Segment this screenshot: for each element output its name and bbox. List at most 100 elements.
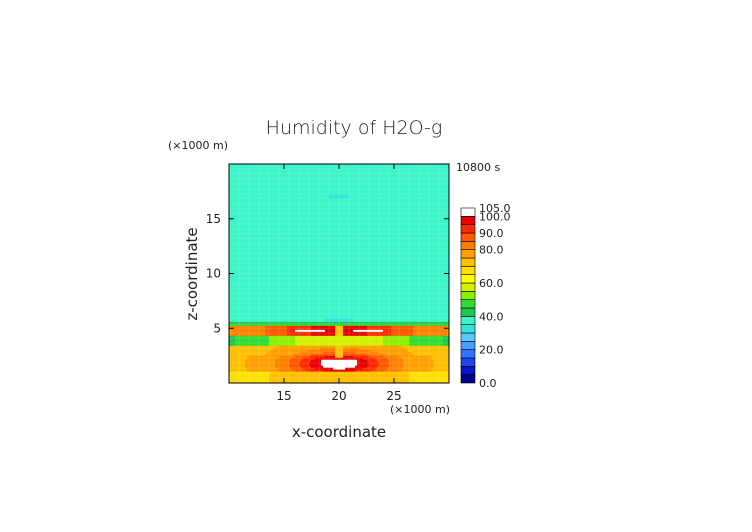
field-cell [229,353,266,356]
field-cell [229,235,449,239]
field-cell [269,373,410,376]
field-cell [229,191,449,195]
field-cell [229,355,248,358]
field-cell [229,271,449,275]
field-cell [229,267,449,271]
field-cell [391,333,414,336]
field-cell [403,365,434,368]
colorbar-tick-label: 40.0 [479,310,504,323]
field-cell [229,351,268,354]
field-cell [367,359,378,362]
field-cell [387,367,402,370]
field-cell [391,325,414,328]
field-cell [235,335,270,338]
field-cell [405,347,449,350]
field-cell [383,341,410,344]
field-cell [363,357,376,360]
field-cell [229,173,449,177]
field-cell [409,375,449,378]
field-cell [265,333,288,336]
field-cell [311,325,336,328]
field-cell [229,377,270,380]
field-cell [229,195,330,199]
field-cell [229,319,326,322]
field-cell [409,377,449,380]
field-cell [343,349,372,352]
field-cell [235,337,270,340]
field-cell [295,337,384,340]
field-cell [229,231,449,235]
field-cell [311,331,336,334]
field-cell [229,187,449,191]
field-cell [431,367,449,370]
field-cell [275,361,290,364]
field-cell [343,331,368,334]
field-cell [431,355,449,358]
field-cell [229,223,449,227]
field-cell [265,325,288,328]
field-cell [229,343,236,346]
colorbar-swatch [460,257,476,267]
field-cell [355,365,368,368]
field-cell [411,351,449,354]
field-cell [299,361,310,364]
field-cell [443,337,449,340]
colorbar-tick-label: 0.0 [479,377,497,390]
field-cell [229,189,449,193]
field-cell [293,353,312,356]
field-cell [287,329,296,332]
field-cell [295,339,384,342]
chart-title: Humidity of H2O-g [266,117,443,139]
field-cell [355,369,372,372]
x-tick-label: 15 [276,389,291,403]
field-cell [229,239,449,243]
colorbar-swatch [460,216,476,225]
y-axis-label: z-coordinate [183,227,201,320]
field-cell [229,359,246,362]
field-cell [367,365,378,368]
field-cell [275,365,290,368]
field-cell [401,369,432,372]
field-cell [229,205,449,209]
field-cell [375,367,388,370]
field-cell [443,339,449,342]
field-cell [229,241,449,245]
field-cell [229,199,449,203]
field-cell [335,355,344,358]
field-cell [311,359,322,362]
field-cell [277,367,292,370]
field-cell [275,363,290,366]
colorbar-swatch [460,341,476,350]
field-cell [343,333,368,336]
field-cell [229,295,449,298]
field-cell [287,327,312,330]
field-cell [367,353,386,356]
field-cell [409,343,444,346]
field-cell [335,345,344,348]
field-cell [229,305,449,308]
colorbar-swatch [460,316,476,325]
colorbar-tick-label: 90.0 [479,227,504,240]
field-cell [229,281,449,285]
field-cell [229,253,449,257]
field-cell [319,347,336,350]
colorbar-tick-label: 100.0 [479,210,511,223]
field-cell [229,293,449,296]
y-axis: 5 10 15 [206,212,449,335]
field-cell [295,329,326,332]
field-cell [399,355,432,358]
field-cell [229,291,449,295]
field-cell [229,171,449,175]
field-cell [273,347,320,350]
field-cell [311,353,336,356]
colorbar-swatch [460,299,476,309]
field-cell [357,363,370,366]
field-cell [413,329,448,332]
field-cell [229,225,449,229]
field-cell [353,319,449,322]
field-cell [357,359,368,362]
field-cell [229,243,449,247]
field-cell [407,349,449,352]
field-cell [325,319,354,322]
field-cell [369,363,380,366]
